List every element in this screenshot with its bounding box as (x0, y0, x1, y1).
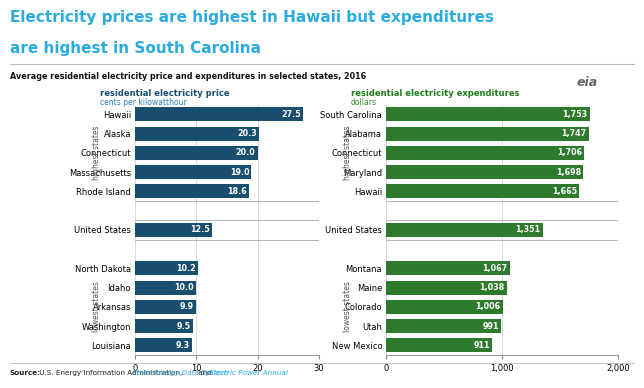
Text: 1,351: 1,351 (516, 225, 541, 234)
Bar (386, 319, 501, 333)
Text: 991: 991 (482, 322, 499, 331)
Bar (135, 223, 212, 237)
Bar (386, 300, 503, 314)
Bar (135, 165, 251, 179)
Text: 1,006: 1,006 (475, 302, 500, 312)
Bar (135, 319, 193, 333)
Bar (386, 127, 589, 140)
Text: cents per kilowatthour: cents per kilowatthour (100, 98, 187, 107)
Bar (386, 184, 580, 198)
Text: dollars: dollars (351, 98, 377, 107)
Bar (386, 262, 510, 275)
Bar (386, 223, 543, 237)
Text: are highest in South Carolina: are highest in South Carolina (10, 41, 261, 56)
Text: Electric Power Annual: Electric Power Annual (209, 370, 288, 376)
Bar (386, 146, 584, 160)
Text: 1,067: 1,067 (482, 264, 507, 273)
Text: U.S. Energy Information Administration,: U.S. Energy Information Administration, (37, 370, 184, 376)
Text: 10.2: 10.2 (176, 264, 196, 273)
Bar (135, 262, 198, 275)
Text: 20.3: 20.3 (238, 129, 258, 138)
Text: 1,038: 1,038 (479, 283, 504, 292)
Text: 9.3: 9.3 (176, 341, 190, 350)
Bar (135, 127, 260, 140)
Bar (135, 184, 249, 198)
Bar (135, 300, 196, 314)
Bar (135, 338, 192, 352)
Text: Average residential electricity price and expenditures in selected states, 2016: Average residential electricity price an… (10, 72, 366, 81)
Text: 1,753: 1,753 (562, 110, 587, 119)
Text: 27.5: 27.5 (281, 110, 301, 119)
Text: residential electricity expenditures: residential electricity expenditures (351, 89, 520, 98)
Text: 1,747: 1,747 (562, 129, 587, 138)
Bar (135, 146, 258, 160)
Text: Source:: Source: (10, 370, 41, 376)
Text: and: and (196, 370, 214, 376)
Text: Electricity prices are highest in Hawaii but expenditures: Electricity prices are highest in Hawaii… (10, 10, 494, 25)
Text: State Energy Data System: State Energy Data System (132, 370, 229, 376)
Bar (135, 281, 196, 294)
Text: highest states: highest states (92, 126, 101, 180)
Text: lowest states: lowest states (92, 281, 101, 333)
Bar (386, 338, 492, 352)
Text: 19.0: 19.0 (230, 168, 249, 177)
Text: 10.0: 10.0 (175, 283, 194, 292)
Text: 1,665: 1,665 (552, 187, 577, 196)
Text: residential electricity price: residential electricity price (100, 89, 229, 98)
Text: eia: eia (576, 76, 598, 89)
Text: highest states: highest states (343, 126, 352, 180)
Text: 20.0: 20.0 (236, 148, 256, 158)
Text: 12.5: 12.5 (190, 225, 209, 234)
Bar (386, 281, 507, 294)
Text: 911: 911 (473, 341, 489, 350)
Text: lowest states: lowest states (343, 281, 352, 333)
Text: 1,706: 1,706 (556, 148, 582, 158)
Text: 1,698: 1,698 (556, 168, 581, 177)
Bar (135, 107, 303, 121)
Text: 18.6: 18.6 (227, 187, 247, 196)
Text: 9.5: 9.5 (177, 322, 191, 331)
Bar (386, 107, 590, 121)
Text: 9.9: 9.9 (180, 302, 194, 312)
Bar (386, 165, 583, 179)
